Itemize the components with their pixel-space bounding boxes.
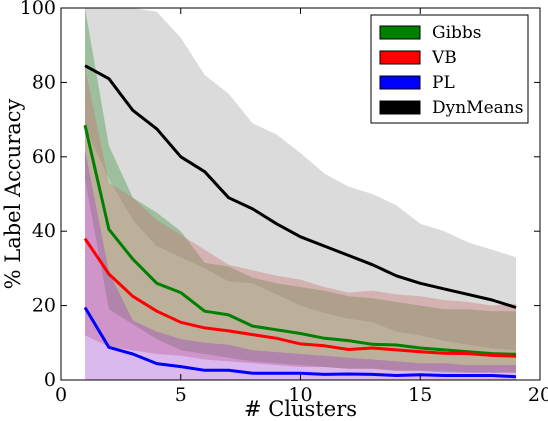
y-tick-label: 60 (32, 146, 56, 168)
band-vb (85, 67, 516, 373)
y-axis-label: % Label Accuracy (1, 98, 25, 289)
series-line-gibbs (83, 124, 517, 356)
legend: Gibbs VB PL DynMeans (370, 14, 529, 124)
series-line-dynmeans (84, 64, 517, 309)
x-axis-label: # Clusters (244, 397, 357, 421)
legend-label-gibbs: Gibbs (432, 23, 482, 43)
y-tick-label: 0 (44, 369, 56, 391)
legend-swatch-gibbs (379, 25, 421, 40)
x-tick-label: 15 (408, 384, 432, 406)
band-dynmeans (85, 8, 516, 351)
axis-ticks: 0 5 10 15 20 0 20 40 60 80 100 (20, 0, 548, 406)
legend-swatch-vb (379, 50, 421, 65)
y-tick-label: 40 (32, 220, 56, 242)
x-tick-label: 0 (55, 384, 67, 406)
legend-label-vb: VB (431, 48, 457, 68)
legend-label-pl: PL (432, 73, 455, 93)
legend-label-dynmeans: DynMeans (432, 98, 523, 118)
y-tick-label: 80 (32, 71, 56, 93)
legend-swatch-dynmeans (379, 100, 421, 115)
x-tick-label: 5 (175, 384, 187, 406)
y-tick-label: 20 (32, 295, 56, 317)
x-tick-label: 10 (288, 384, 312, 406)
confidence-bands (85, 8, 516, 380)
band-pl (85, 149, 516, 380)
x-tick-label: 20 (528, 384, 548, 406)
series-line-pl (83, 306, 517, 379)
series-line-vb (83, 237, 517, 358)
series-lines (83, 64, 517, 379)
band-gibbs (85, 8, 516, 373)
legend-swatch-pl (379, 75, 421, 90)
y-tick-label: 100 (20, 0, 56, 19)
